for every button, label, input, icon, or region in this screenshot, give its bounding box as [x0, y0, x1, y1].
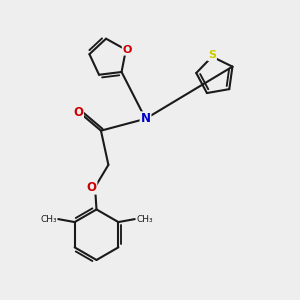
Text: S: S: [208, 50, 216, 60]
Text: O: O: [123, 45, 132, 55]
Text: CH₃: CH₃: [40, 214, 57, 224]
Text: CH₃: CH₃: [136, 214, 153, 224]
Text: O: O: [73, 106, 83, 119]
Text: O: O: [86, 181, 96, 194]
Text: N: N: [140, 112, 151, 125]
